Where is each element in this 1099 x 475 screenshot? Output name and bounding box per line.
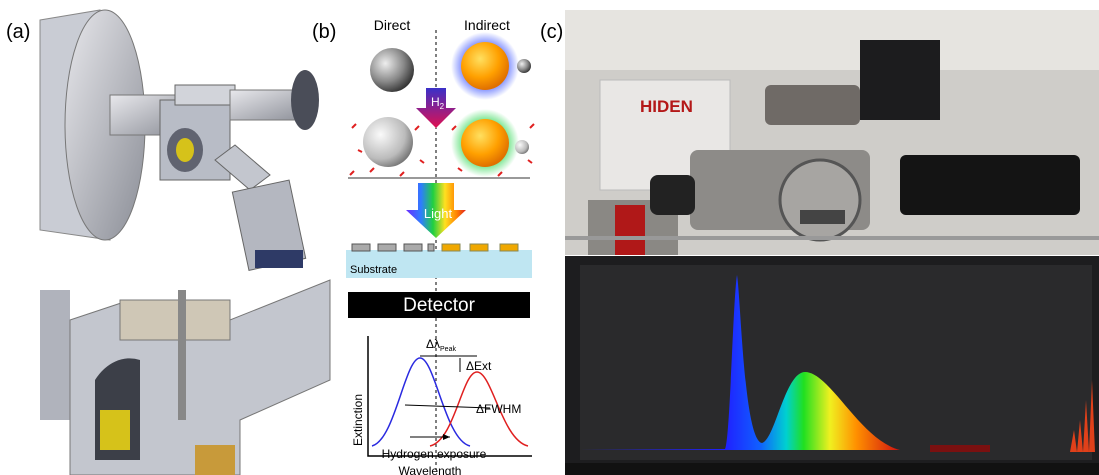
label: Hydrogen exposure	[382, 447, 487, 461]
particle	[370, 48, 414, 92]
axis-label: Wavelength	[399, 464, 462, 475]
panel-label: (c)	[540, 21, 563, 43]
label: 2	[440, 102, 445, 111]
label: Δλ	[426, 337, 440, 351]
particle	[461, 42, 509, 90]
graph-sketch	[368, 336, 532, 456]
label: H	[431, 95, 440, 109]
particle	[461, 119, 509, 167]
particle	[517, 59, 531, 73]
label: Light	[424, 206, 453, 221]
cad-render-bottom	[40, 280, 330, 475]
nanodisks	[442, 244, 518, 251]
label: ΔλPeak	[426, 337, 456, 353]
label: Direct	[374, 17, 411, 33]
panel-label: (b)	[312, 21, 336, 43]
panel-label: (a)	[6, 21, 30, 43]
nanodisks	[352, 244, 434, 251]
particle	[515, 140, 529, 154]
label: Peak	[440, 346, 456, 353]
axis-label: Extinction	[351, 394, 365, 446]
lab-photo: HIDEN	[565, 10, 1099, 255]
label: ΔExt	[466, 359, 492, 373]
spectrum-screenshot	[565, 256, 1099, 475]
brand-text: HIDEN	[640, 97, 693, 116]
cad-render-top	[40, 10, 319, 270]
label: ΔFWHM	[476, 402, 521, 416]
figure: (a) (b) (c) Direct Indirect H2	[0, 0, 1099, 475]
label: Substrate	[350, 264, 397, 276]
particle	[363, 117, 413, 167]
label: Detector	[403, 295, 475, 316]
label: Indirect	[464, 17, 510, 33]
